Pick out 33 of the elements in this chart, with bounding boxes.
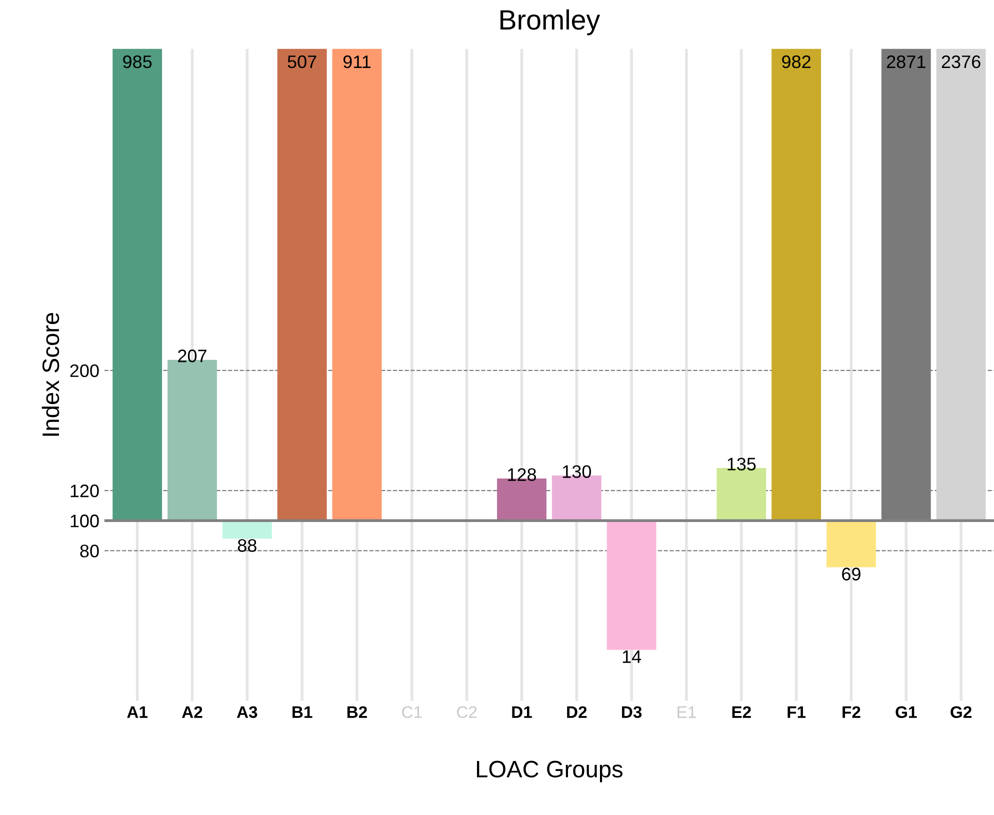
x-tick-label: E2 [732,706,751,718]
y-tick-label: 200 [70,364,99,378]
x-tick-label: A1 [127,706,148,718]
data-label: 507 [288,55,316,68]
x-tick-label: G2 [950,706,972,718]
data-label: 2871 [886,55,926,68]
x-axis-title: LOAC Groups [476,760,622,782]
x-tick-label: D2 [567,706,587,718]
data-label: 911 [343,55,370,68]
x-tick-label: F1 [788,706,806,718]
y-tick-label: 120 [70,484,99,498]
y-tick-label: 80 [80,544,99,558]
data-label: 2376 [942,55,980,68]
data-label: 88 [238,539,256,552]
chart-title: Bromley [500,9,600,36]
x-tick-label: D1 [512,706,532,718]
data-label: 135 [728,458,756,470]
x-tick-label: A2 [182,706,202,718]
x-tick-label: B1 [292,706,312,718]
x-tick-label: B2 [347,706,367,718]
data-label: 130 [562,465,591,478]
data-label: 14 [622,650,642,663]
y-axis-title: Index Score [42,312,60,436]
data-label: 128 [508,468,536,481]
x-tick-label: A3 [236,706,258,718]
data-label: 207 [178,350,206,362]
x-tick-label: G1 [896,706,917,718]
x-tick-label: F2 [842,706,860,718]
x-tick-label: D3 [622,706,642,718]
data-label: 69 [842,568,860,580]
data-label: 982 [782,55,810,68]
data-label: 985 [123,55,152,68]
y-tick-label: 100 [70,514,99,528]
